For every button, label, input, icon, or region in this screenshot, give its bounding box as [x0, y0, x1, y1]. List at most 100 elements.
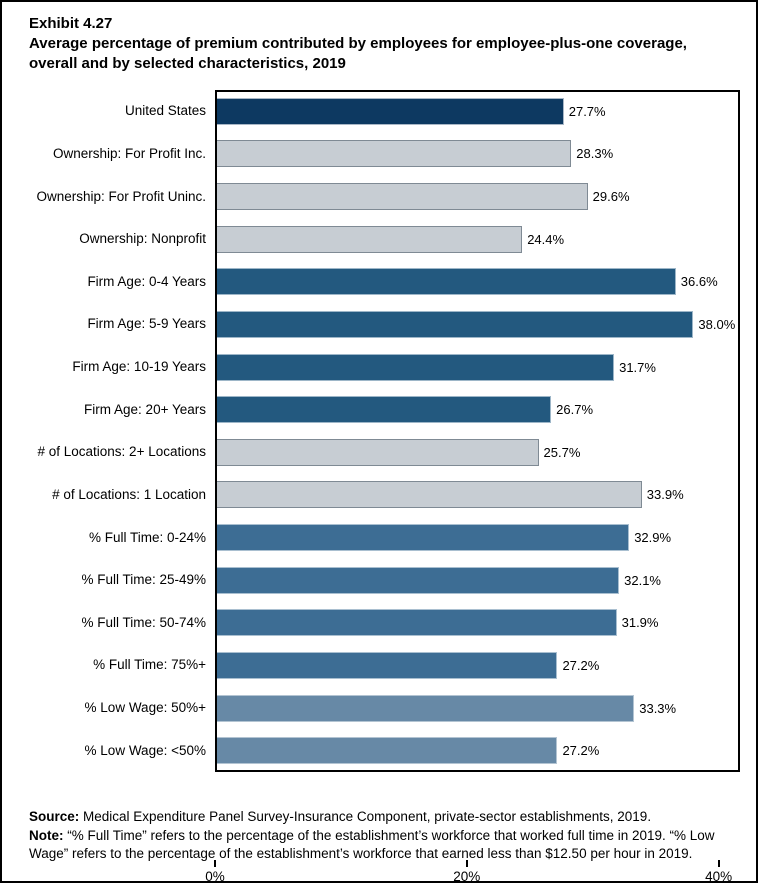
chart-row: % Full Time: 50-74% 31.9%: [2, 602, 740, 645]
chart-rows: United States 27.7% Ownership: For Profit …: [2, 90, 740, 772]
chart-row: % Low Wage: 50%+ 33.3%: [2, 687, 740, 730]
category-label: Firm Age: 20+ Years: [84, 401, 206, 417]
bar-track: 33.3%: [215, 694, 740, 722]
note-text: “% Full Time” refers to the percentage o…: [29, 827, 715, 862]
value-label: 24.4%: [527, 231, 565, 247]
value-label: 26.7%: [556, 402, 594, 418]
category-label: % Low Wage: 50%+: [84, 700, 206, 716]
source-label: Source:: [29, 809, 80, 824]
value-label: 28.3%: [576, 146, 614, 162]
bar-track: 32.9%: [215, 524, 740, 552]
category-label: Ownership: Nonprofit: [79, 231, 206, 247]
axis-tick: [717, 860, 720, 867]
chart-row: Ownership: Nonprofit 24.4%: [2, 218, 740, 261]
bar-track: 33.9%: [215, 481, 740, 509]
bar-track: 27.7%: [215, 97, 740, 125]
chart-row: Firm Age: 5-9 Years 38.0%: [2, 303, 740, 346]
bar-track: 36.6%: [215, 268, 740, 296]
chart-row: % Full Time: 25-49% 32.1%: [2, 559, 740, 602]
bar-track: 24.4%: [215, 225, 740, 253]
chart-row: Firm Age: 20+ Years 26.7%: [2, 388, 740, 431]
bar: [215, 438, 539, 466]
bar-track: 27.2%: [215, 651, 740, 679]
bar-chart: United States 27.7% Ownership: For Profit …: [2, 90, 756, 881]
x-axis: 0% 20% 40%: [2, 860, 756, 883]
category-label: Firm Age: 5-9 Years: [87, 316, 206, 332]
category-label: Ownership: For Profit Uninc.: [36, 188, 206, 204]
note-label: Note:: [29, 827, 64, 843]
value-label: 33.9%: [646, 487, 684, 503]
category-label: # of Locations: 1 Location: [52, 486, 206, 502]
bar-track: 31.7%: [215, 353, 740, 381]
bar-track: 27.2%: [215, 737, 740, 765]
chart-row: # of Locations: 1 Location 33.9%: [2, 474, 740, 517]
chart-row: Firm Age: 10-19 Years 31.7%: [2, 346, 740, 389]
category-label: # of Locations: 2+ Locations: [37, 444, 207, 460]
bar-track: 38.0%: [215, 310, 740, 338]
bar-track: 29.6%: [215, 183, 740, 211]
chart-row: United States 27.7%: [2, 90, 740, 133]
value-label: 38.0%: [698, 316, 736, 332]
category-label: Firm Age: 10-19 Years: [72, 359, 206, 375]
chart-row: % Low Wage: <50% 27.2%: [2, 729, 740, 772]
axis-tick: [465, 860, 468, 867]
axis-tick-label: 20%: [453, 869, 481, 883]
chart-row: Ownership: For Profit Inc. 28.3%: [2, 133, 740, 176]
footer: Source: Medical Expenditure Panel Survey…: [29, 808, 739, 864]
category-label: % Full Time: 25-49%: [81, 572, 206, 588]
value-label: 31.9%: [621, 615, 659, 631]
bar: [215, 140, 572, 168]
value-label: 29.6%: [592, 189, 630, 205]
methodology-note: Note: “% Full Time” refers to the percen…: [29, 827, 739, 864]
exhibit-number: Exhibit 4.27: [29, 15, 113, 32]
bar: [215, 97, 564, 125]
bar: [215, 353, 615, 381]
bar-track: 25.7%: [215, 438, 740, 466]
value-label: 36.6%: [680, 274, 718, 290]
chart-row: % Full Time: 75%+ 27.2%: [2, 644, 740, 687]
bar-track: 32.1%: [215, 566, 740, 594]
axis-tick-label: 40%: [705, 869, 733, 883]
value-label: 32.1%: [624, 572, 661, 588]
bar: [215, 396, 552, 424]
bar: [215, 524, 630, 552]
bar: [215, 609, 617, 637]
title-block: Exhibit 4.27 Average percentage of premi…: [29, 14, 741, 74]
chart-row: Ownership: For Profit Uninc. 29.6%: [2, 175, 740, 218]
category-label: % Full Time: 75%+: [93, 657, 206, 673]
bar: [215, 183, 588, 211]
category-label: % Full Time: 50-74%: [81, 614, 206, 630]
chart-row: # of Locations: 2+ Locations 25.7%: [2, 431, 740, 474]
bar-track: 26.7%: [215, 396, 740, 424]
value-label: 33.3%: [639, 700, 677, 716]
source-text: Medical Expenditure Panel Survey-Insuran…: [79, 809, 652, 824]
category-label: Firm Age: 0-4 Years: [87, 273, 206, 289]
chart-title: Average percentage of premium contribute…: [29, 35, 687, 72]
value-label: 27.2%: [562, 743, 600, 759]
value-label: 25.7%: [543, 444, 581, 460]
bar: [215, 651, 558, 679]
bar: [215, 225, 523, 253]
chart-row: % Full Time: 0-24% 32.9%: [2, 516, 740, 559]
value-label: 27.7%: [568, 103, 606, 119]
bar: [215, 481, 642, 509]
value-label: 31.7%: [619, 359, 656, 375]
value-label: 27.2%: [562, 657, 600, 673]
source-note: Source: Medical Expenditure Panel Survey…: [29, 808, 739, 827]
bar-track: 28.3%: [215, 140, 740, 168]
bar: [215, 268, 676, 296]
axis-tick-label: 0%: [205, 869, 225, 883]
bar: [215, 310, 694, 338]
category-label: % Low Wage: <50%: [84, 742, 206, 758]
bar-track: 31.9%: [215, 609, 740, 637]
category-label: % Full Time: 0-24%: [88, 529, 206, 545]
bar: [215, 737, 558, 765]
bar: [215, 566, 620, 594]
bar: [215, 694, 635, 722]
value-label: 32.9%: [634, 530, 672, 546]
category-label: Ownership: For Profit Inc.: [52, 145, 206, 161]
axis-tick: [214, 860, 216, 867]
category-label: United States: [124, 103, 206, 119]
chart-row: Firm Age: 0-4 Years 36.6%: [2, 261, 740, 304]
